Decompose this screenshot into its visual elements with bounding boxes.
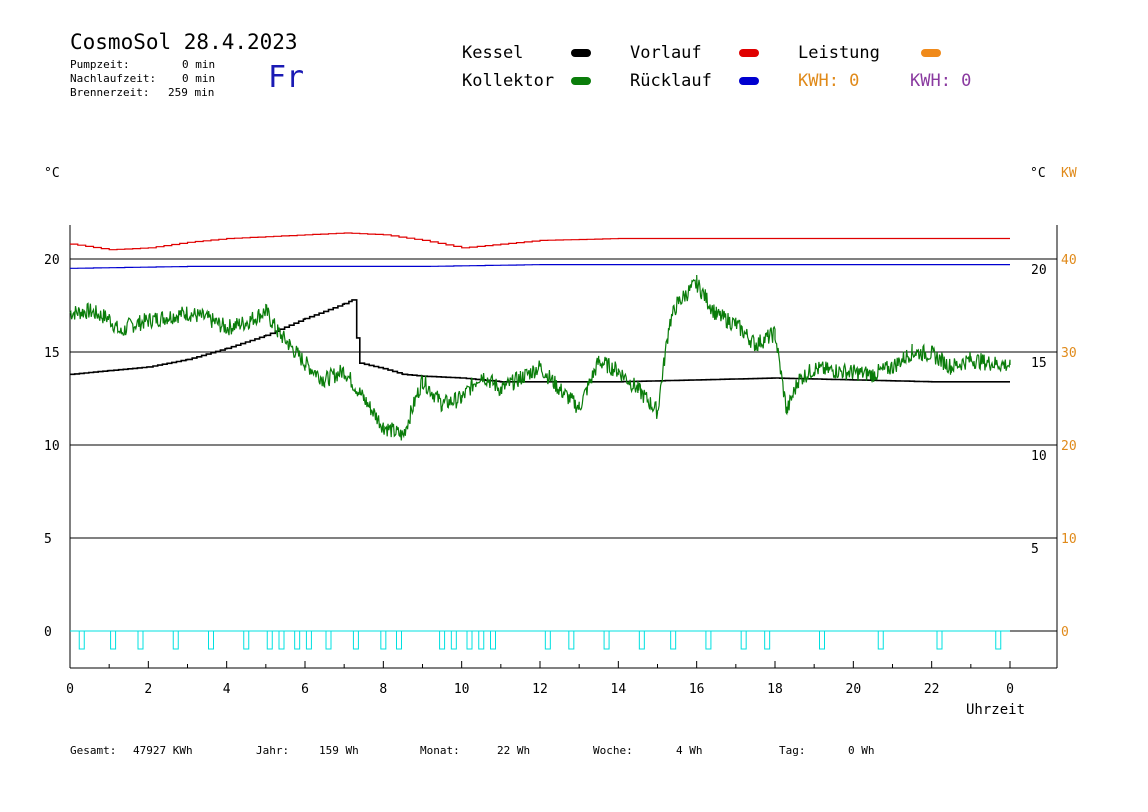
legend-label-leistung: Leistung: [798, 43, 880, 63]
kw-tick-label: 30: [1061, 346, 1077, 361]
left-axis-unit: °C: [44, 166, 60, 181]
stat-value: 0 min: [182, 58, 216, 71]
legend-label-vorlauf: Vorlauf: [630, 43, 702, 63]
y-tick-label-left: 15: [44, 346, 60, 361]
pump-pulse: [764, 630, 771, 650]
y-tick-label-left: 5: [44, 532, 52, 547]
y-tick-label-right: 20: [1031, 263, 1047, 278]
x-tick-label: 14: [611, 682, 627, 697]
legend-swatch-kollektor: [571, 77, 591, 85]
legend-swatch-kessel: [571, 49, 591, 57]
kw-tick-label: 0: [1061, 625, 1069, 640]
pump-pulse: [352, 630, 359, 650]
legend-swatch-leistung: [921, 49, 941, 57]
pump-pulse: [544, 630, 551, 650]
footer-label: Jahr:: [256, 744, 290, 757]
pump-pulse: [110, 630, 117, 650]
x-tick-label: 10: [454, 682, 470, 697]
pump-pulse: [705, 630, 712, 650]
footer-value: 159 Wh: [319, 744, 359, 757]
series-line-kessel: [70, 299, 1010, 383]
pump-pulse: [466, 630, 473, 650]
series-line-vorlauf: [70, 232, 1010, 251]
x-tick-label: 6: [301, 682, 309, 697]
pump-pulse: [305, 630, 312, 650]
footer-value: 22 Wh: [497, 744, 531, 757]
pump-pulse: [208, 630, 214, 650]
pump-pulse: [266, 630, 273, 650]
footer-label: Woche:: [593, 744, 633, 757]
stat-value: 259 min: [168, 86, 215, 99]
footer-label: Gesamt:: [70, 744, 117, 757]
x-tick-label: 0: [1006, 682, 1014, 697]
x-tick-label: 12: [532, 682, 548, 697]
legend-swatch-ruecklauf: [739, 77, 759, 85]
kwh-right: KWH: 0: [910, 71, 972, 91]
pump-pulse: [78, 630, 85, 650]
pump-pulse: [325, 630, 332, 650]
pump-pulse: [995, 630, 1002, 650]
kwh-left: KWH: 0: [798, 71, 860, 91]
footer-label: Monat:: [420, 744, 460, 757]
pump-events: [70, 630, 1010, 650]
y-tick-label-right: 15: [1031, 356, 1047, 371]
kw-tick-label: 20: [1061, 439, 1077, 454]
y-tick-label-left: 20: [44, 253, 60, 268]
footer-value: 4 Wh: [676, 744, 703, 757]
kw-axis-unit: KW: [1061, 166, 1077, 181]
pump-pulse: [450, 630, 457, 650]
pump-pulse: [877, 630, 884, 650]
footer-label: Tag:: [779, 744, 806, 757]
x-tick-label: 16: [689, 682, 705, 697]
stat-label: Pumpzeit:: [70, 58, 130, 71]
x-tick-label: 22: [924, 682, 940, 697]
pump-pulse: [278, 630, 285, 650]
x-tick-label: 2: [144, 682, 152, 697]
legend-label-kessel: Kessel: [462, 43, 524, 63]
stat-label: Brennerzeit:: [70, 86, 150, 99]
footer-value: 47927 KWh: [133, 744, 193, 757]
x-tick-label: 18: [767, 682, 783, 697]
pump-pulse: [670, 630, 677, 650]
pump-pulse: [819, 630, 825, 650]
pump-pulse: [936, 630, 943, 650]
chart-title: CosmoSol 28.4.2023: [70, 30, 298, 54]
pump-pulse: [478, 630, 485, 650]
weekday-label: Fr: [268, 60, 305, 95]
legend-swatch-vorlauf: [739, 49, 759, 57]
y-tick-label-right: 5: [1031, 542, 1039, 557]
pump-pulse: [490, 630, 496, 650]
pump-pulse: [603, 630, 610, 650]
x-tick-label: 0: [66, 682, 74, 697]
pump-pulse: [137, 630, 144, 650]
x-tick-label: 8: [379, 682, 387, 697]
right-axis-unit: °C: [1030, 166, 1046, 181]
legend-label-ruecklauf: Rücklauf: [630, 71, 712, 91]
stat-value: 0 min: [182, 72, 216, 85]
pump-pulse: [396, 630, 402, 650]
y-tick-label-left: 10: [44, 439, 60, 454]
series-line-kollektor: [69, 274, 1011, 441]
x-tick-label: 4: [223, 682, 231, 697]
stat-label: Nachlaufzeit:: [70, 72, 157, 85]
x-tick-label: 20: [846, 682, 862, 697]
y-tick-label-left: 0: [44, 625, 52, 640]
y-tick-label-right: 10: [1031, 449, 1047, 464]
legend-label-kollektor: Kollektor: [462, 71, 555, 91]
footer-value: 0 Wh: [848, 744, 875, 757]
x-axis-label: Uhrzeit: [966, 702, 1026, 718]
pump-pulse: [172, 630, 179, 650]
pump-pulse: [294, 630, 301, 650]
pump-pulse: [243, 630, 250, 650]
kw-tick-label: 40: [1061, 253, 1077, 268]
pump-pulse: [568, 630, 575, 650]
series-line-ruecklauf: [70, 264, 1010, 269]
kw-tick-label: 10: [1061, 532, 1077, 547]
pump-pulse: [380, 630, 387, 650]
pump-pulse: [740, 630, 747, 650]
pump-pulse: [638, 630, 645, 650]
pump-pulse: [439, 630, 446, 650]
